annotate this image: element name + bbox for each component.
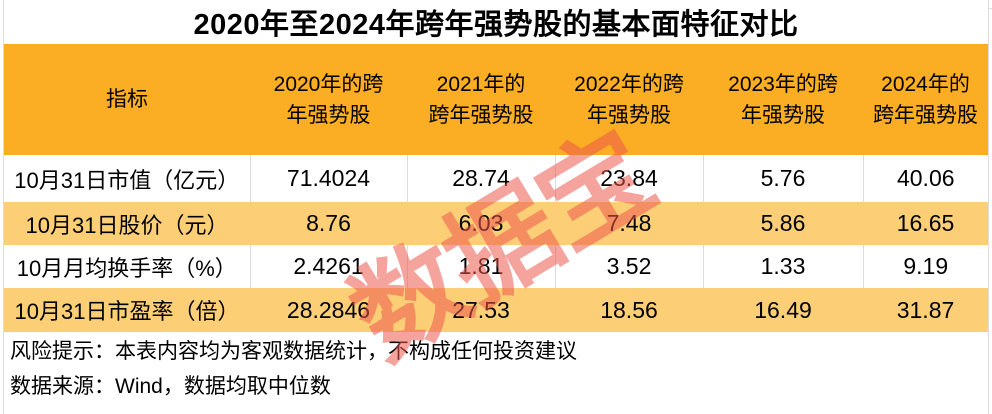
page-title: 2020年至2024年跨年强势股的基本面特征对比 xyxy=(193,9,799,42)
header-cell-2021: 2021年的 跨年强势股 xyxy=(428,72,534,127)
row-label: 10月月均换手率（%） xyxy=(4,245,251,288)
cell-value: 40.06 xyxy=(896,165,955,191)
cell-value: 3.52 xyxy=(555,245,704,288)
row-label: 10月31日市值（亿元） xyxy=(4,155,251,202)
cell-value: 2.4261 xyxy=(250,245,408,288)
cell-value: 23.84 xyxy=(555,155,704,202)
cell-value: 27.53 xyxy=(452,296,510,323)
cell-value: 6.03 xyxy=(458,210,504,236)
comparison-table: 指标 2020年的跨 年强势股 2021年的 跨年强势股 2022年的跨 年强势… xyxy=(4,44,988,332)
table-row-price: 10月31日股价（元） 8.76 6.03 7.48 5.86 16.65 xyxy=(4,202,988,245)
cell-value: 71.4024 xyxy=(250,155,408,202)
cell-value: 28.74 xyxy=(407,155,556,202)
cell-value: 1.81 xyxy=(407,245,556,288)
cell-value: 7.48 xyxy=(606,210,652,236)
cell-value: 9.19 xyxy=(903,253,949,279)
header-cell-2020: 2020年的跨 年强势股 xyxy=(273,72,384,127)
cell-value: 16.49 xyxy=(754,296,812,323)
table-row-pe: 10月31日市盈率（倍） 28.2846 27.53 18.56 16.49 3… xyxy=(4,288,988,332)
cell-value: 16.65 xyxy=(896,210,955,236)
header-cell-2023: 2023年的跨 年强势股 xyxy=(728,72,838,127)
header-cell-2022: 2022年的跨 年强势股 xyxy=(574,72,684,127)
header-cell-indicator: 指标 xyxy=(106,88,148,111)
title-row: 2020年至2024年跨年强势股的基本面特征对比 xyxy=(4,0,988,44)
header-cell-2024: 2024年的 跨年强势股 xyxy=(873,72,978,127)
row-label: 10月31日股价（元） xyxy=(25,212,229,238)
row-label: 10月31日市盈率（倍） xyxy=(14,299,240,324)
gridline-right-gutter xyxy=(988,0,989,414)
table-row-market-cap: 10月31日市值（亿元） 71.4024 28.74 23.84 5.76 40… xyxy=(4,155,988,202)
cell-value: 8.76 xyxy=(306,210,351,236)
source-note: 数据来源：Wind，数据均取中位数 xyxy=(10,375,331,398)
risk-note: 风险提示：本表内容均为客观数据统计，不构成任何投资建议 xyxy=(10,340,577,363)
gridline-left-gutter xyxy=(3,0,4,414)
table-header-row: 指标 2020年的跨 年强势股 2021年的 跨年强势股 2022年的跨 年强势… xyxy=(4,44,988,155)
cell-value: 31.87 xyxy=(896,296,955,323)
cell-value: 1.33 xyxy=(703,245,864,288)
cell-value: 5.76 xyxy=(703,155,864,202)
cell-value: 28.2846 xyxy=(286,296,371,323)
cell-value: 18.56 xyxy=(600,296,658,323)
cell-value: 5.86 xyxy=(760,210,806,236)
footer-notes: 风险提示：本表内容均为客观数据统计，不构成任何投资建议 数据来源：Wind，数据… xyxy=(10,334,980,404)
table-row-turnover: 10月月均换手率（%） 2.4261 1.81 3.52 1.33 9.19 xyxy=(4,245,988,288)
